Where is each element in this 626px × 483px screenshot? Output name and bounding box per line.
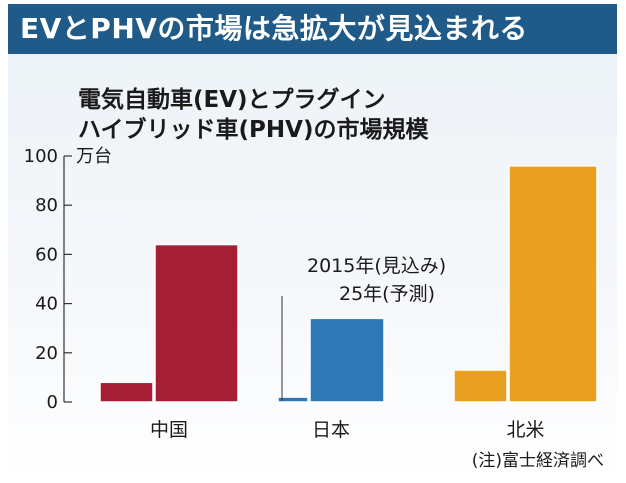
chart-title-line-2: ハイブリッド車(PHV)の市場規模 — [78, 117, 429, 143]
y-axis: 0 20 40 60 80 100 万台 — [24, 146, 112, 413]
bar-chart: 0 20 40 60 80 100 万台 中国 日本 北米 2015年(見込み) 25年(予測) (注… — [24, 146, 604, 471]
bars — [99, 165, 598, 403]
legend-2025: 25年(予測) — [339, 283, 435, 305]
category-label: 日本 — [312, 419, 350, 441]
bar-2015-1 — [277, 396, 309, 403]
y-tick-label: 0 — [47, 392, 58, 413]
y-unit-label: 万台 — [76, 146, 112, 167]
y-tick-label: 60 — [35, 244, 58, 265]
bar-2025-2 — [508, 165, 598, 403]
bar-2025-0 — [154, 243, 239, 403]
category-label: 中国 — [150, 419, 188, 441]
source-note: (注)富士経済調べ — [472, 451, 604, 471]
bar-2025-1 — [309, 317, 385, 403]
bar-2015-0 — [99, 381, 154, 403]
y-tick-label: 80 — [35, 195, 58, 216]
annotations: 中国 日本 北米 2015年(見込み) 25年(予測) (注)富士経済調べ — [150, 255, 604, 471]
chart-title-line-1: 電気自動車(EV)とプラグイン — [78, 87, 386, 113]
headline: EVとPHVの市場は急拡大が見込まれる — [8, 4, 617, 54]
y-tick-label: 100 — [24, 146, 58, 167]
legend-2015: 2015年(見込み) — [307, 255, 446, 277]
chart-card: EVとPHVの市場は急拡大が見込まれる 電気自動車(EV)とプラグイン ハイブリ… — [8, 4, 617, 479]
bar-2015-2 — [453, 369, 508, 403]
y-tick-label: 20 — [35, 343, 58, 364]
category-label: 北米 — [506, 419, 544, 441]
y-tick-label: 40 — [35, 294, 58, 315]
